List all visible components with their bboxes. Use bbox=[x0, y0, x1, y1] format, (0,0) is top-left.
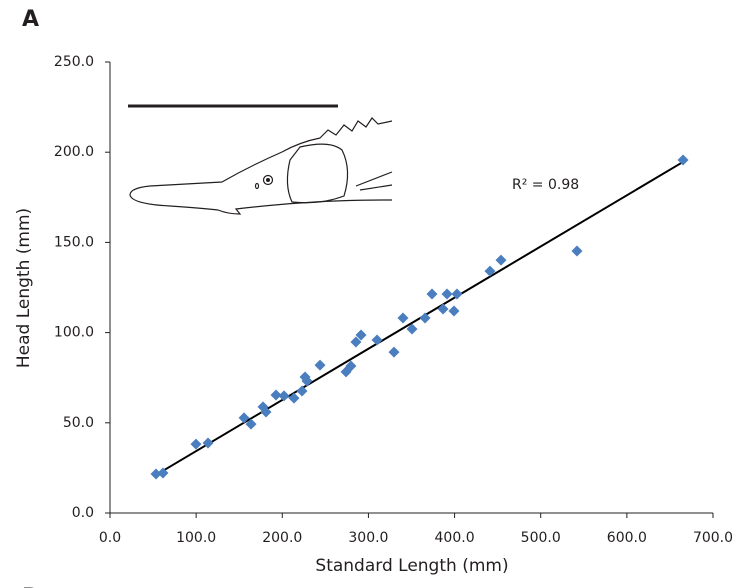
data-point bbox=[451, 288, 463, 300]
data-point bbox=[314, 359, 326, 371]
fish-nostril bbox=[254, 182, 260, 190]
data-point bbox=[448, 305, 460, 317]
data-point bbox=[190, 438, 202, 450]
data-point bbox=[388, 346, 400, 358]
x-tick-label: 500.0 bbox=[521, 530, 561, 546]
fish-fin bbox=[355, 171, 393, 191]
fish-outline bbox=[129, 117, 393, 215]
data-point bbox=[296, 385, 308, 397]
data-point bbox=[441, 288, 453, 300]
panel-label: A bbox=[22, 7, 39, 32]
data-point bbox=[345, 360, 357, 372]
y-tick-label: 100.0 bbox=[54, 325, 94, 341]
fish-illustration bbox=[128, 104, 393, 215]
y-tick-label: 50.0 bbox=[63, 415, 94, 431]
x-tick-label: 600.0 bbox=[607, 530, 647, 546]
x-tick-label: 300.0 bbox=[348, 530, 388, 546]
data-point bbox=[150, 468, 162, 480]
data-point bbox=[270, 389, 282, 401]
data-point bbox=[437, 303, 449, 315]
data-point bbox=[419, 312, 431, 324]
trendline bbox=[155, 161, 684, 476]
data-point bbox=[355, 329, 367, 341]
fish-eye bbox=[262, 174, 274, 186]
data-point bbox=[495, 254, 507, 266]
y-tick-label: 250.0 bbox=[54, 54, 94, 70]
data-point bbox=[371, 334, 383, 346]
x-tick-label: 0.0 bbox=[99, 530, 121, 546]
y-tick-label: 0.0 bbox=[72, 505, 94, 521]
data-point bbox=[202, 437, 214, 449]
fish-gill bbox=[286, 143, 349, 204]
data-point bbox=[260, 406, 272, 418]
data-point bbox=[426, 288, 438, 300]
x-tick-label: 400.0 bbox=[435, 530, 475, 546]
annotation: R² = 0.98 bbox=[512, 177, 579, 193]
data-point bbox=[406, 323, 418, 335]
data-point bbox=[278, 390, 290, 402]
data-point bbox=[157, 467, 169, 479]
x-axis-title: Standard Length (mm) bbox=[315, 556, 508, 576]
data-point bbox=[571, 245, 583, 257]
data-point bbox=[484, 265, 496, 277]
data-point bbox=[245, 418, 257, 430]
x-tick-label: 700.0 bbox=[693, 530, 733, 546]
y-tick-label: 150.0 bbox=[54, 234, 94, 250]
x-tick-label: 200.0 bbox=[262, 530, 302, 546]
data-point bbox=[397, 312, 409, 324]
y-axis-title: Head Length (mm) bbox=[14, 208, 34, 368]
data-point bbox=[288, 392, 300, 404]
panel-label: B bbox=[22, 585, 39, 588]
y-tick-label: 200.0 bbox=[54, 144, 94, 160]
data-point bbox=[350, 336, 362, 348]
data-point bbox=[301, 375, 313, 387]
fish-pupil bbox=[266, 178, 270, 182]
data-point bbox=[677, 154, 689, 166]
x-tick-label: 100.0 bbox=[176, 530, 216, 546]
data-point bbox=[238, 412, 250, 424]
